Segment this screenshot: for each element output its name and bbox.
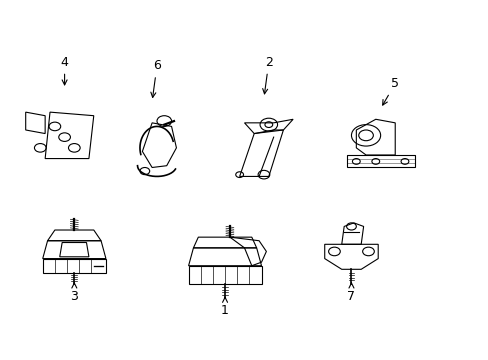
Text: 3: 3 [70, 283, 78, 303]
Text: 7: 7 [347, 283, 355, 303]
Text: 2: 2 [262, 55, 272, 94]
Text: 5: 5 [382, 77, 398, 105]
Text: 6: 6 [151, 59, 161, 98]
Text: 1: 1 [221, 297, 228, 317]
Text: 4: 4 [61, 55, 68, 85]
